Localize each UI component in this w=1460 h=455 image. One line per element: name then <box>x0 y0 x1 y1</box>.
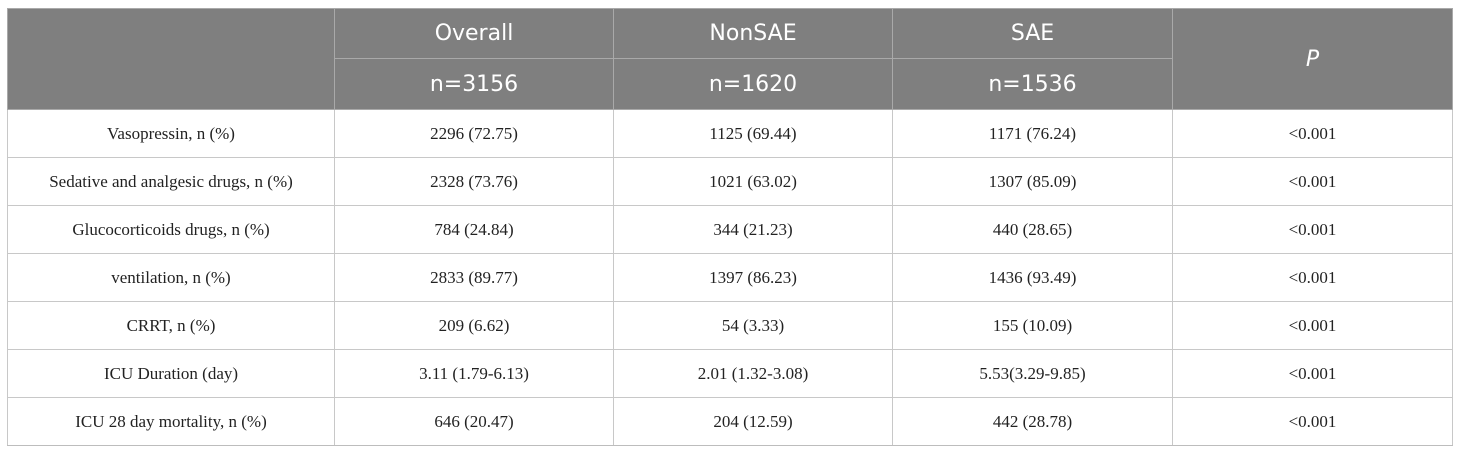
table-row: Vasopressin, n (%) 2296 (72.75) 1125 (69… <box>7 109 1453 158</box>
cell-sae: 1171 (76.24) <box>892 109 1173 158</box>
cell-sae: 1307 (85.09) <box>892 157 1173 206</box>
cell-overall: 2833 (89.77) <box>334 253 614 302</box>
cell-p-value: <0.001 <box>1172 205 1453 254</box>
cell-nonsae: 204 (12.59) <box>613 397 893 446</box>
cell-p-value: <0.001 <box>1172 109 1453 158</box>
cell-nonsae: 54 (3.33) <box>613 301 893 350</box>
header-row-counts: n=3156 n=1620 n=1536 <box>8 58 1453 110</box>
results-table-container: Overall NonSAE SAE P n=3156 n=1620 n=153… <box>7 8 1453 446</box>
header-nonsae: NonSAE <box>613 8 893 59</box>
table-row: ICU Duration (day) 3.11 (1.79-6.13) 2.01… <box>7 349 1453 398</box>
row-label: Sedative and analgesic drugs, n (%) <box>7 157 335 206</box>
row-label: Glucocorticoids drugs, n (%) <box>7 205 335 254</box>
cell-p-value: <0.001 <box>1172 349 1453 398</box>
cell-overall: 2328 (73.76) <box>334 157 614 206</box>
table-row: Glucocorticoids drugs, n (%) 784 (24.84)… <box>7 205 1453 254</box>
cell-nonsae: 2.01 (1.32-3.08) <box>613 349 893 398</box>
header-nonsae-n: n=1620 <box>613 58 893 110</box>
cell-overall: 646 (20.47) <box>334 397 614 446</box>
header-row-group-names: Overall NonSAE SAE P <box>7 8 1453 110</box>
row-label: ICU 28 day mortality, n (%) <box>7 397 335 446</box>
cell-overall: 2296 (72.75) <box>334 109 614 158</box>
cell-sae: 440 (28.65) <box>892 205 1173 254</box>
cell-p-value: <0.001 <box>1172 253 1453 302</box>
cell-nonsae: 1125 (69.44) <box>613 109 893 158</box>
header-sae-n: n=1536 <box>892 58 1173 110</box>
table-row: ventilation, n (%) 2833 (89.77) 1397 (86… <box>7 253 1453 302</box>
cell-p-value: <0.001 <box>1172 397 1453 446</box>
cell-sae: 442 (28.78) <box>892 397 1173 446</box>
cell-p-value: <0.001 <box>1172 301 1453 350</box>
cell-nonsae: 1021 (63.02) <box>613 157 893 206</box>
cell-sae: 5.53(3.29-9.85) <box>892 349 1173 398</box>
table-row: CRRT, n (%) 209 (6.62) 54 (3.33) 155 (10… <box>7 301 1453 350</box>
row-label: ICU Duration (day) <box>7 349 335 398</box>
header-overall-n: n=3156 <box>334 58 614 110</box>
table-header: Overall NonSAE SAE P n=3156 n=1620 n=153… <box>7 8 1453 110</box>
cell-p-value: <0.001 <box>1172 157 1453 206</box>
table-row: ICU 28 day mortality, n (%) 646 (20.47) … <box>7 397 1453 446</box>
table-body: Vasopressin, n (%) 2296 (72.75) 1125 (69… <box>7 109 1453 446</box>
row-label: Vasopressin, n (%) <box>7 109 335 158</box>
row-label: CRRT, n (%) <box>7 301 335 350</box>
cell-sae: 155 (10.09) <box>892 301 1173 350</box>
header-overall: Overall <box>334 8 614 59</box>
cell-sae: 1436 (93.49) <box>892 253 1173 302</box>
cell-nonsae: 344 (21.23) <box>613 205 893 254</box>
header-p-value: P <box>1172 8 1453 110</box>
cell-nonsae: 1397 (86.23) <box>613 253 893 302</box>
cell-overall: 209 (6.62) <box>334 301 614 350</box>
cell-overall: 784 (24.84) <box>334 205 614 254</box>
cell-overall: 3.11 (1.79-6.13) <box>334 349 614 398</box>
header-empty-cell <box>7 8 335 110</box>
table-row: Sedative and analgesic drugs, n (%) 2328… <box>7 157 1453 206</box>
row-label: ventilation, n (%) <box>7 253 335 302</box>
results-table: Overall NonSAE SAE P n=3156 n=1620 n=153… <box>7 8 1453 446</box>
header-sae: SAE <box>892 8 1173 59</box>
